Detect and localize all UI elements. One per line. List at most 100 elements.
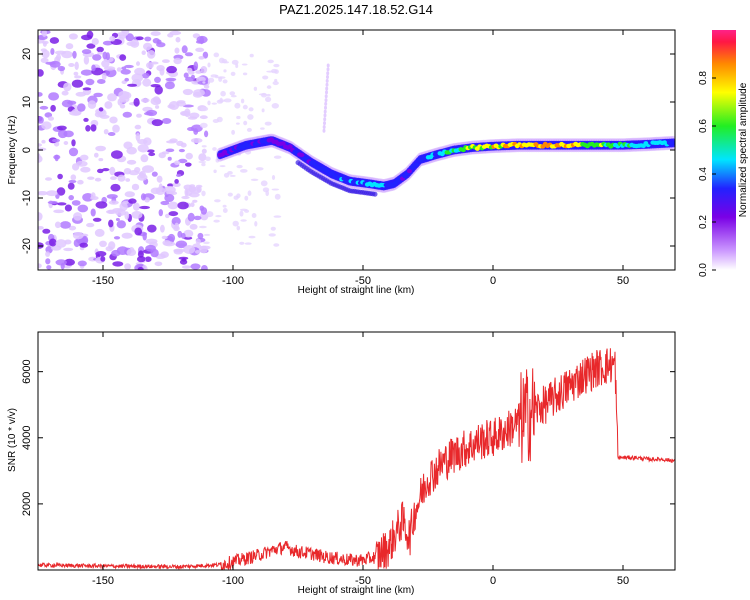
faint-streak xyxy=(326,63,330,68)
noise-blob xyxy=(160,224,165,233)
noise-blob xyxy=(244,195,249,201)
noise-blob xyxy=(201,265,208,270)
noise-blob xyxy=(108,200,119,205)
noise-blob xyxy=(77,260,87,267)
noise-blob xyxy=(68,179,77,184)
noise-blob xyxy=(102,51,108,60)
x-tick-label: -150 xyxy=(92,575,114,587)
noise-blob xyxy=(57,129,68,139)
snr-frame xyxy=(37,331,676,571)
noise-blob xyxy=(113,236,121,240)
noise-blob xyxy=(236,115,241,120)
noise-blob xyxy=(151,171,158,177)
faint-streak xyxy=(325,78,329,83)
noise-blob xyxy=(67,182,75,190)
y-tick-label: 10 xyxy=(21,96,33,108)
noise-blob xyxy=(174,222,179,230)
noise-blob xyxy=(72,50,77,59)
noise-blob xyxy=(125,178,131,182)
noise-blob xyxy=(145,244,157,252)
noise-blob xyxy=(134,167,141,173)
noise-blob xyxy=(164,81,175,90)
noise-blob xyxy=(87,176,95,180)
spectrogram-marks xyxy=(38,30,675,270)
noise-blob xyxy=(109,116,118,124)
noise-blob xyxy=(219,97,223,104)
noise-blob xyxy=(124,64,134,69)
noise-blob xyxy=(189,112,200,119)
noise-blob xyxy=(264,121,272,126)
noise-blob xyxy=(108,241,116,250)
noise-blob xyxy=(116,220,127,229)
noise-blob xyxy=(38,116,44,124)
noise-blob xyxy=(171,217,181,226)
noise-blob xyxy=(260,127,265,130)
noise-blob xyxy=(150,31,161,36)
noise-blob xyxy=(107,93,117,102)
noise-blob xyxy=(118,90,130,100)
y-tick-label: 4000 xyxy=(21,426,33,450)
noise-blob xyxy=(265,96,272,102)
x-tick-label: 0 xyxy=(490,575,496,587)
noise-blob xyxy=(116,67,122,72)
noise-blob xyxy=(141,50,146,55)
noise-blob xyxy=(249,53,254,58)
noise-blob xyxy=(124,191,135,198)
noise-blob xyxy=(73,71,79,76)
noise-blob xyxy=(244,242,252,245)
noise-blob xyxy=(195,250,201,254)
ridge-core xyxy=(407,168,412,174)
noise-blob xyxy=(94,152,99,158)
noise-blob xyxy=(73,212,83,221)
noise-blob xyxy=(234,102,241,109)
noise-blob xyxy=(38,92,43,97)
noise-blob xyxy=(271,175,276,180)
noise-blob xyxy=(55,259,67,266)
noise-blob xyxy=(72,232,84,240)
ridge-secondary xyxy=(372,191,378,197)
noise-blob xyxy=(130,39,140,48)
noise-blob xyxy=(273,215,282,218)
noise-blob xyxy=(274,193,281,200)
noise-blob xyxy=(96,46,104,53)
noise-blob xyxy=(165,77,177,82)
noise-blob xyxy=(74,61,79,70)
noise-blob xyxy=(242,104,248,110)
noise-blob xyxy=(44,112,53,118)
noise-blob xyxy=(199,122,208,128)
noise-blob xyxy=(227,192,233,197)
noise-blob xyxy=(109,35,116,42)
noise-blob xyxy=(143,42,153,51)
noise-blob xyxy=(154,261,163,267)
faint-streak xyxy=(325,82,329,87)
noise-blob xyxy=(83,55,90,65)
noise-blob xyxy=(135,36,144,41)
noise-blob xyxy=(134,67,146,76)
noise-blob xyxy=(156,175,163,183)
noise-blob xyxy=(178,148,185,153)
noise-blob xyxy=(182,104,194,108)
noise-blob xyxy=(214,74,219,79)
noise-blob xyxy=(195,47,205,52)
noise-blob xyxy=(38,69,44,77)
noise-blob xyxy=(146,62,154,69)
noise-blob xyxy=(176,101,187,107)
noise-blob xyxy=(169,138,178,143)
noise-blob xyxy=(40,48,47,52)
noise-blob xyxy=(178,158,188,164)
noise-blob xyxy=(213,219,220,223)
noise-blob xyxy=(144,256,152,263)
colorbar: 0.0 0.2 0.4 0.6 0.8 Normalized spectral ampl… xyxy=(698,30,749,277)
noise-blob xyxy=(273,63,280,68)
noise-blob xyxy=(52,138,60,143)
noise-blob xyxy=(76,160,88,167)
noise-blob xyxy=(91,64,96,72)
noise-blob xyxy=(261,92,267,98)
colorbar-tick-label: 0.2 xyxy=(698,215,709,229)
noise-blob xyxy=(158,183,163,192)
noise-blob xyxy=(158,209,163,217)
noise-blob xyxy=(99,114,110,119)
x-tick-label: -100 xyxy=(222,275,244,287)
y-tick-label: -10 xyxy=(21,190,33,206)
noise-blob xyxy=(131,73,144,83)
